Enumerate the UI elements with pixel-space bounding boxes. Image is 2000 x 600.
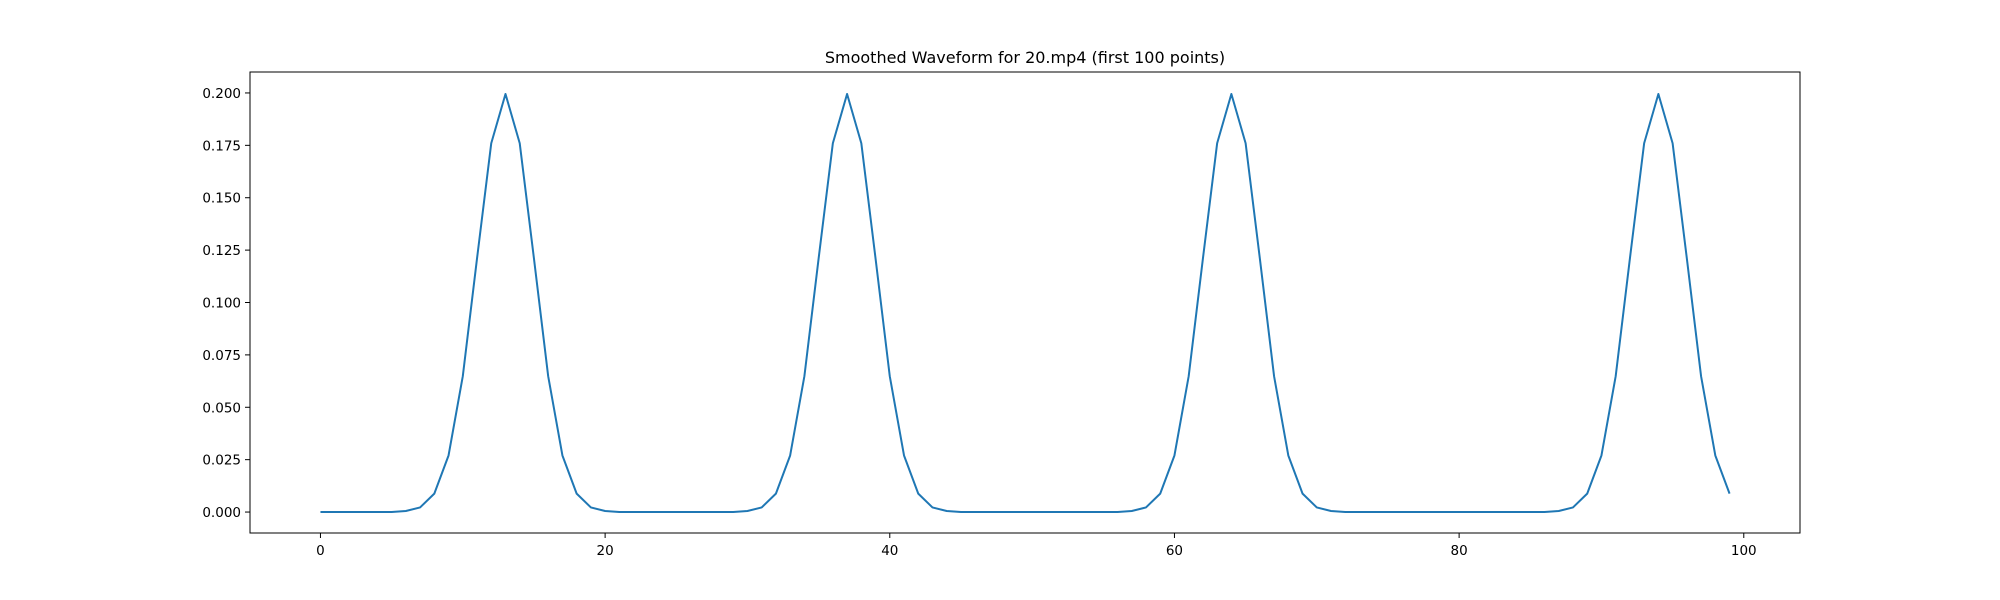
x-tick-label: 40 [881,543,898,559]
x-axis: 0 20 40 60 80 100 [316,533,1757,559]
chart-title: Smoothed Waveform for 20.mp4 (first 100 … [825,48,1225,67]
x-tick-label: 60 [1166,543,1183,559]
y-tick-label: 0.075 [202,348,241,364]
y-tick-label: 0.050 [202,400,241,416]
y-tick-label: 0.125 [202,243,241,259]
waveform-line [320,93,1731,514]
y-tick-label: 0.175 [202,138,241,154]
y-tick-label: 0.100 [202,296,241,312]
x-tick-label: 100 [1731,543,1757,559]
x-tick-label: 0 [316,543,325,559]
x-tick-label: 80 [1451,543,1468,559]
plot-series [320,93,1731,514]
x-tick-label: 20 [597,543,614,559]
y-tick-label: 0.025 [202,453,241,469]
plot-frame [249,71,1801,534]
y-tick-label: 0.150 [202,191,241,207]
y-tick-label: 0.200 [202,86,241,102]
y-tick-label: 0.000 [202,505,241,521]
y-axis: 0.000 0.025 0.050 0.075 0.100 0.125 0.150 0.175… [202,86,250,521]
